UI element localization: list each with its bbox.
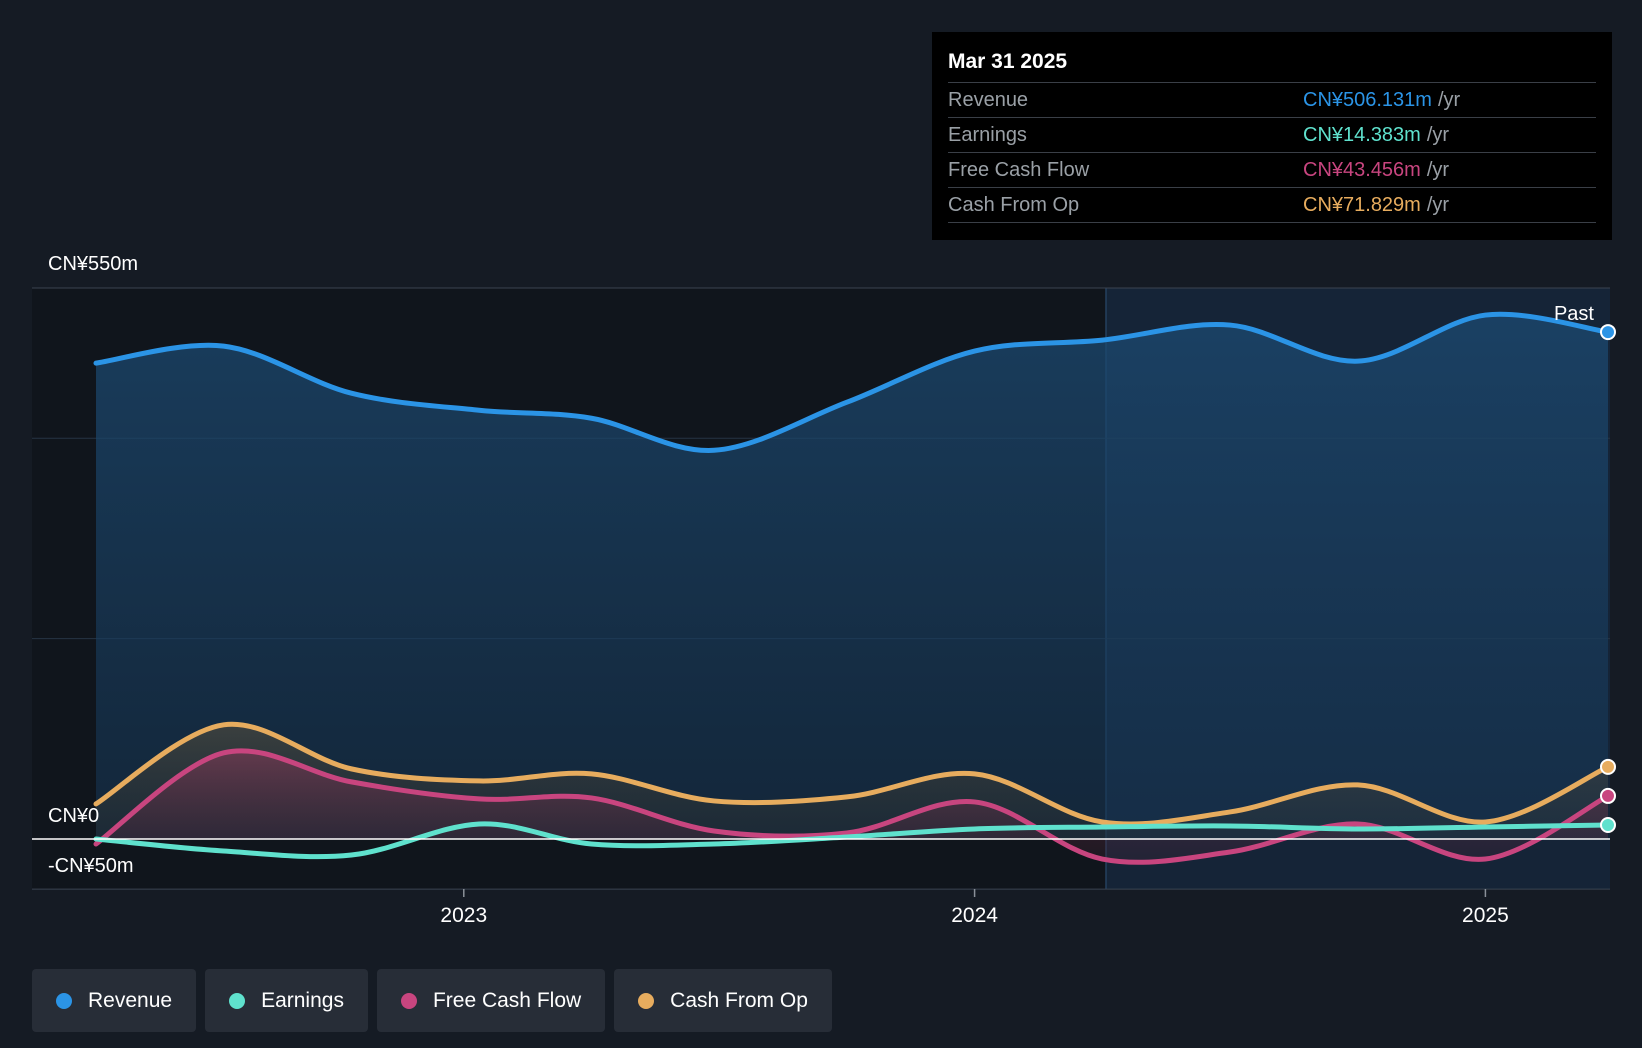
free-cash-flow-area [96, 750, 1608, 863]
revenue-end-dot [1600, 324, 1616, 341]
tooltip-row-free-cash-flow: Free Cash Flow CN¥43.456m/yr [948, 152, 1596, 187]
tooltip-row-value: CN¥43.456m [1303, 159, 1421, 181]
earnings-line [93, 821, 1611, 860]
legend-item-earnings[interactable]: Earnings [205, 969, 368, 1032]
revenue-area [96, 314, 1608, 839]
tooltip-row-cash-from-op: Cash From Op CN¥71.829m/yr [948, 187, 1596, 223]
series-end-dots [1600, 324, 1616, 833]
tooltip-row-label: Free Cash Flow [948, 159, 1090, 181]
free-cash-flow-end-dot [1600, 787, 1616, 804]
legend-item-cash-from-op[interactable]: Cash From Op [614, 969, 832, 1032]
earnings-end-dot [1600, 816, 1616, 833]
series-areas [96, 314, 1608, 863]
x-tick-label-2023: 2023 [440, 904, 487, 927]
revenue-line [93, 311, 1611, 453]
tooltip-row-unit: /yr [1426, 194, 1450, 216]
legend-label: Free Cash Flow [432, 988, 582, 1012]
legend-dot-icon [56, 992, 72, 1009]
legend-label: Earnings [261, 988, 344, 1012]
cash-from-op-line [93, 721, 1611, 827]
y-axis-bottom-label: -CN¥50m [48, 855, 134, 877]
chart-canvas: 2023 2024 2025 Past [32, 287, 1616, 927]
tooltip-row-unit: /yr [1426, 159, 1450, 181]
tooltip-date: Mar 31 2025 [948, 50, 1068, 73]
y-axis-zero-label: CN¥0 [48, 805, 100, 827]
x-tick-label-2025: 2025 [1462, 904, 1509, 927]
tooltip-row-label: Earnings [948, 124, 1027, 146]
cash-from-op-end-dot [1600, 758, 1616, 775]
tooltip-row-unit: /yr [1426, 124, 1450, 146]
legend-dot-icon [400, 992, 417, 1009]
tooltip-row-revenue: Revenue CN¥506.131m/yr [948, 82, 1596, 117]
legend-item-revenue[interactable]: Revenue [32, 969, 197, 1032]
legend-dot-icon [638, 992, 655, 1009]
legend-label: Revenue [88, 988, 173, 1012]
tooltip-row-label: Cash From Op [948, 194, 1080, 216]
x-axis-ticks: 2023 2024 2025 [440, 889, 1509, 927]
y-axis-top-label: CN¥550m [48, 253, 139, 275]
tooltip-row-label: Revenue [948, 89, 1029, 111]
tooltip-panel: Mar 31 2025 Revenue CN¥506.131m/yr Earning… [932, 32, 1612, 240]
legend-dot-icon [229, 992, 246, 1009]
legend-label: Cash From Op [670, 988, 808, 1012]
tooltip-row-value: CN¥14.383m [1303, 124, 1421, 146]
x-tick-label-2024: 2024 [951, 904, 998, 927]
tooltip-row-unit: /yr [1437, 89, 1461, 111]
past-label: Past [1554, 303, 1594, 325]
free-cash-flow-line [93, 748, 1611, 865]
legend-item-free-cash-flow[interactable]: Free Cash Flow [376, 969, 606, 1032]
tooltip-row-value: CN¥506.131m [1303, 89, 1432, 111]
tooltip-row-earnings: Earnings CN¥14.383m/yr [948, 117, 1596, 152]
series-lines [93, 311, 1611, 865]
tooltip-row-value: CN¥71.829m [1303, 194, 1421, 216]
legend: Revenue Earnings Free Cash Flow Cash From O… [32, 969, 832, 1032]
